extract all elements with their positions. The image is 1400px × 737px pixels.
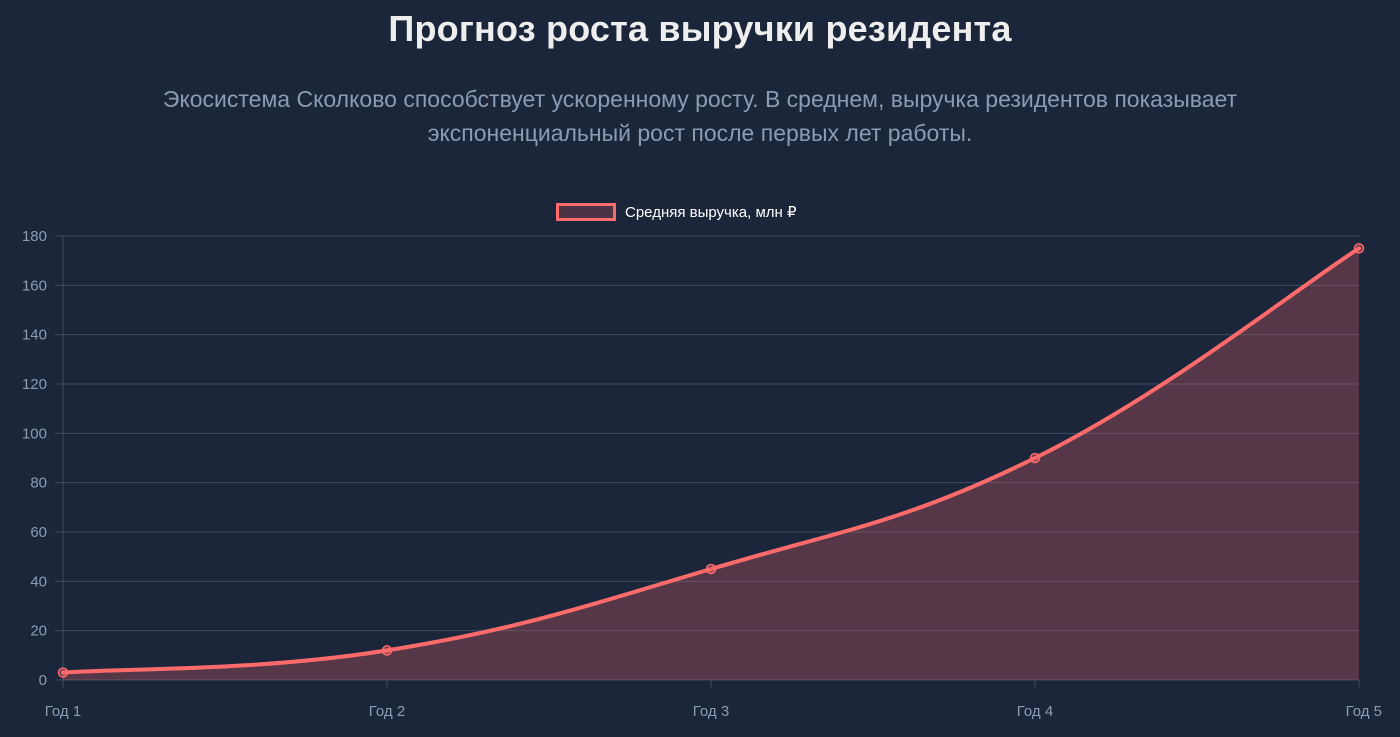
x-tick-label: Год 1 <box>45 703 81 720</box>
y-tick-label: 140 <box>22 327 47 344</box>
y-tick-label: 60 <box>30 524 47 541</box>
series-area-fill <box>63 248 1359 681</box>
y-tick-label: 160 <box>22 277 47 294</box>
data-point[interactable] <box>705 563 717 575</box>
x-tick-label: Год 4 <box>1017 703 1053 720</box>
y-axis: 0 20 40 60 80 100 120 140 160 180 <box>22 228 47 689</box>
x-tick-label: Год 2 <box>369 703 405 720</box>
series-line <box>61 246 1361 675</box>
data-point[interactable] <box>381 645 393 656</box>
chart-subtitle: Экосистема Сколково способствует ускорен… <box>162 86 1238 146</box>
legend-swatch <box>556 203 616 221</box>
y-tick-label: 20 <box>30 623 47 640</box>
x-tick-label: Год 5 <box>1346 703 1382 720</box>
x-axis: Год 1 Год 2 Год 3 Год 4 Год 5 <box>45 703 1382 720</box>
chart-legend[interactable]: Средняя выручка, млн ₽ <box>556 200 797 224</box>
y-tick-label: 100 <box>22 425 47 442</box>
y-tick-label: 120 <box>22 376 47 393</box>
y-tick-label: 180 <box>22 228 47 245</box>
data-points <box>57 243 1365 678</box>
y-tick-label: 0 <box>39 672 47 689</box>
chart-title: Прогноз роста выручки резидента <box>388 8 1012 49</box>
y-tick-label: 80 <box>30 475 47 492</box>
data-point[interactable] <box>1029 452 1041 464</box>
data-point[interactable] <box>57 667 69 678</box>
x-tick-label: Год 3 <box>693 703 729 720</box>
grid-lines <box>55 235 1360 688</box>
legend-label: Средняя выручка, млн ₽ <box>625 204 797 221</box>
data-point[interactable] <box>1353 243 1365 254</box>
y-tick-label: 40 <box>30 573 47 590</box>
